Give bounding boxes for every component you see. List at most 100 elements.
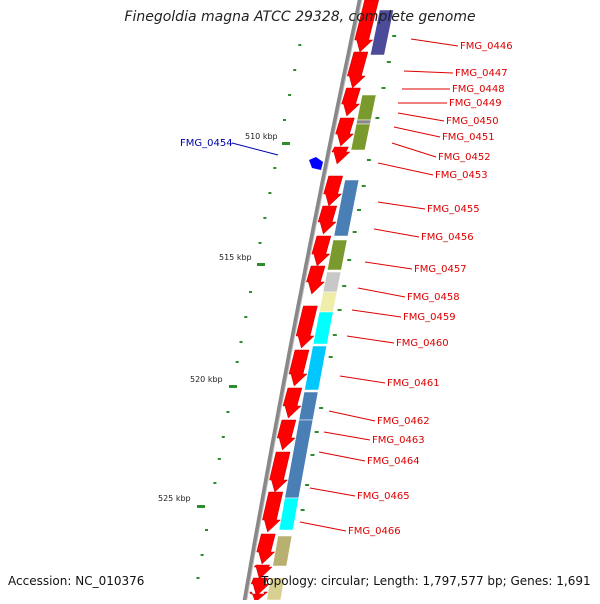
scale-dot <box>258 242 262 244</box>
scale-dot <box>293 69 297 71</box>
gene-label: FMG_0460 <box>396 338 449 349</box>
highlight-gene <box>309 157 323 170</box>
gene-block <box>350 123 371 151</box>
scale-dot <box>205 529 208 531</box>
highlight-label: FMG_0454 <box>180 138 233 149</box>
gene-label: FMG_0446 <box>460 41 513 52</box>
gene-label: FMG_0452 <box>438 152 491 163</box>
gene-block <box>298 391 319 421</box>
gene-leader-line <box>346 335 395 344</box>
accession-text: Accession: NC_010376 <box>8 574 145 588</box>
map-title: Finegoldia magna ATCC 29328, complete ge… <box>124 9 476 25</box>
gene-label: FMG_0461 <box>387 378 440 389</box>
gene-leader-line <box>309 487 356 497</box>
gene-block <box>312 311 334 345</box>
gene-marker <box>352 231 357 233</box>
gene-leader-line <box>403 70 454 74</box>
gene-label: FMG_0463 <box>372 435 425 446</box>
gene-leader-line <box>339 375 386 384</box>
gene-arrow <box>250 577 270 597</box>
scale-label: 525 kbp <box>158 494 191 503</box>
gene-arrow <box>249 591 269 603</box>
gene-marker <box>347 259 352 261</box>
gene-label: FMG_0450 <box>446 116 499 127</box>
gene-arrow <box>269 451 291 493</box>
gene-arrow <box>253 564 273 580</box>
gene-leader-line <box>328 410 376 422</box>
gene-block <box>356 94 377 121</box>
gene-marker <box>310 454 315 456</box>
scale-dot <box>244 316 248 318</box>
gene-label: FMG_0455 <box>427 204 480 215</box>
gene-marker <box>375 117 380 119</box>
gene-block <box>322 271 342 293</box>
gene-marker <box>361 185 366 187</box>
gene-block <box>272 535 293 567</box>
gene-block <box>326 239 348 271</box>
gene-arrow <box>282 387 303 419</box>
gene-leader-line <box>299 521 347 532</box>
scale-dot <box>196 577 200 579</box>
gene-leader-line <box>373 228 420 238</box>
gene-arrow <box>317 205 338 235</box>
gene-marker <box>328 356 333 358</box>
gene-leader-line <box>410 38 459 47</box>
gene-leader-line <box>391 142 437 158</box>
scale-dot <box>226 411 230 413</box>
genome-backbone <box>241 0 362 604</box>
gene-arrow <box>335 117 355 147</box>
gene-arrow <box>295 305 318 349</box>
gene-arrow <box>288 349 310 387</box>
gene-leader-line <box>397 112 445 122</box>
gene-leader-line <box>377 201 426 210</box>
scale-dot <box>268 192 272 194</box>
gene-block <box>333 179 360 237</box>
gene-marker <box>342 285 347 287</box>
gene-arrow <box>323 175 344 207</box>
scale-dot <box>217 458 221 460</box>
gene-block <box>369 9 394 56</box>
scale-label: 520 kbp <box>190 375 223 384</box>
gene-marker <box>300 509 305 511</box>
gene-block <box>304 345 328 391</box>
gene-arrow <box>341 87 361 117</box>
gene-leader-line <box>351 309 402 318</box>
gene-label: FMG_0464 <box>367 456 420 467</box>
gene-label: FMG_0457 <box>414 264 467 275</box>
scale-tick <box>197 505 205 508</box>
gene-arrow <box>346 51 369 89</box>
gene-arrow <box>262 491 284 533</box>
gene-label: FMG_0456 <box>421 232 474 243</box>
gene-label: FMG_0447 <box>455 68 508 79</box>
scale-dot <box>239 341 243 343</box>
scale-label: 515 kbp <box>219 253 252 262</box>
gene-label: FMG_0465 <box>357 491 410 502</box>
gene-leader-line <box>364 261 413 270</box>
scale-dot <box>283 119 286 121</box>
gene-marker <box>381 87 386 89</box>
gene-label: FMG_0459 <box>403 312 456 323</box>
gene-marker <box>337 309 342 311</box>
gene-leader-line <box>393 126 441 138</box>
gene-arrow <box>311 235 332 267</box>
scale-dot <box>298 44 302 46</box>
scale-tick <box>257 263 265 266</box>
gene-marker <box>314 431 319 433</box>
scale-dot <box>249 291 252 293</box>
topology-text: Topology: circular; Length: 1,797,577 bp… <box>261 574 591 588</box>
gene-label: FMG_0448 <box>452 84 505 95</box>
scale-dot <box>213 482 217 484</box>
scale-label: 510 kbp <box>245 132 278 141</box>
gene-label: FMG_0451 <box>442 132 495 143</box>
scale-dot <box>235 361 239 363</box>
scale-tick <box>282 142 290 145</box>
scale-dot <box>200 554 204 556</box>
gene-marker <box>392 35 397 37</box>
gene-block <box>278 497 300 531</box>
gene-marker <box>357 209 361 211</box>
gene-leader-line <box>357 287 406 298</box>
gene-leader-line <box>377 162 434 176</box>
gene-label: FMG_0458 <box>407 292 460 303</box>
